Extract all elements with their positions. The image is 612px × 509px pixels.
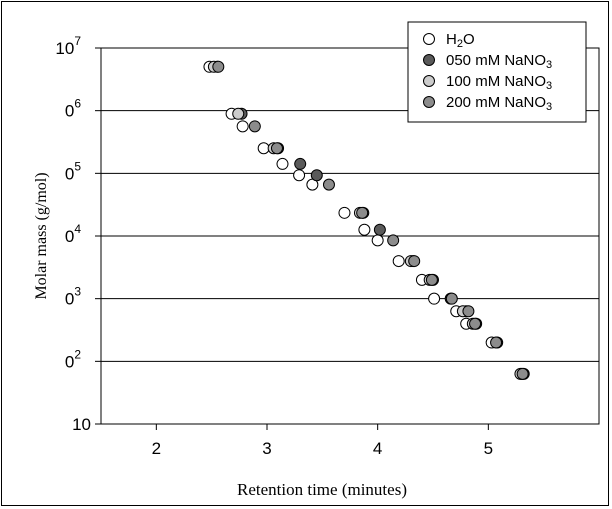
data-point [425,273,438,286]
y-tick-exponent: 2 [74,347,81,361]
y-tick-exponent: 3 [74,285,81,299]
data-point [236,120,249,133]
y-tick-label: 03 [65,285,81,309]
legend-box [407,21,587,123]
legend-label-subscript: 3 [546,59,552,71]
data-point [469,317,482,330]
legend-label-text: 050 mM NaNO [446,52,546,69]
data-point [293,169,306,182]
data-point [212,60,225,73]
data-point [248,120,261,133]
data-point [294,157,307,170]
data-point [490,336,503,349]
legend-marker [423,54,435,66]
data-point [371,234,384,247]
data-point [516,367,529,380]
data-point [232,107,245,120]
y-tick-exponent: 5 [74,159,81,173]
data-point [322,178,335,191]
legend-label-subscript: 2 [457,38,463,50]
legend-label-text: 100 mM NaNO [446,73,546,90]
data-point [276,157,289,170]
data-points [203,60,530,380]
data-point [387,234,400,247]
y-tick-exponent: 4 [74,222,81,236]
x-tick-label: 4 [373,439,382,458]
y-tick-label: 10 [72,415,91,434]
data-point [428,292,441,305]
legend-label-text: 200 mM NaNO [446,94,546,111]
y-axis-title: Molar mass (g/mol) [33,172,50,299]
legend-label-text: H [446,31,457,48]
data-point [310,169,323,182]
legend-label: 100 mM NaNO3 [446,73,552,92]
legend-label: H2O [446,31,475,50]
legend-label-subscript: 3 [546,80,552,92]
data-point [462,305,475,318]
data-point [358,223,371,236]
data-point [445,292,458,305]
legend-marker [423,75,435,87]
x-tick-label: 2 [152,439,161,458]
data-point [392,255,405,268]
legend-marker [423,33,435,45]
legend-label: 050 mM NaNO3 [446,52,552,71]
data-point [356,206,369,219]
x-tick-label: 5 [484,439,493,458]
x-tick-label: 3 [262,439,271,458]
y-tick-label: 02 [65,347,81,371]
x-axis-title: Retention time (minutes) [237,480,407,499]
legend-marker [423,96,435,108]
grid-lines [101,110,599,362]
data-point [270,142,283,155]
legend-label: 200 mM NaNO3 [446,94,552,113]
legend-label-subscript: 3 [546,101,552,113]
y-tick-exponent: 6 [74,97,81,111]
y-tick-label: 107 [55,34,81,58]
legend-label-text: O [463,31,475,48]
y-tick-label: 05 [65,159,81,183]
y-tick-exponent: 7 [74,34,81,48]
data-point [257,142,270,155]
data-point [338,206,351,219]
data-point [373,223,386,236]
y-tick-label: 04 [65,222,81,246]
data-point [408,255,421,268]
y-tick-label: 06 [65,97,81,121]
